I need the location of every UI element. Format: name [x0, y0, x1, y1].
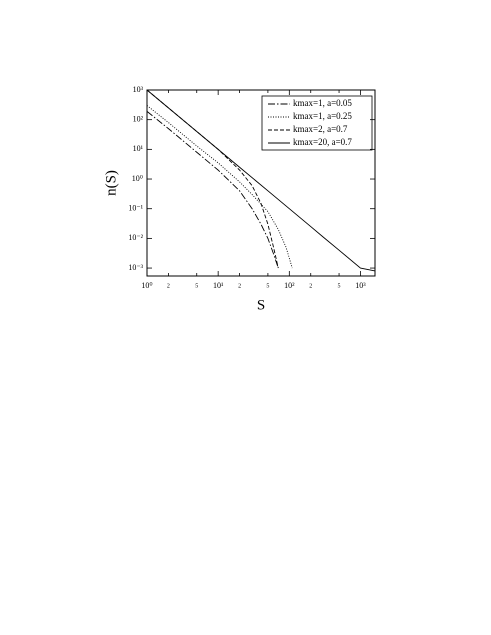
- legend-label: kmax=1, a=0.25: [293, 111, 352, 121]
- y-axis-label: n(S): [103, 170, 119, 196]
- y-tick-label: 10⁻¹: [128, 204, 143, 213]
- series-line: [146, 89, 279, 269]
- legend-label: kmax=2, a=0.7: [293, 124, 348, 134]
- x-tick-label: 10²: [284, 281, 295, 290]
- x-tick-label: 5: [266, 283, 269, 289]
- x-tick-label: 10³: [355, 281, 366, 290]
- x-axis-label: S: [257, 297, 265, 313]
- x-tick-label: 2: [309, 283, 312, 289]
- x-tick-label: 5: [338, 283, 341, 289]
- series-line: [146, 89, 376, 272]
- y-tick-label: 10²: [133, 115, 144, 124]
- legend-box: [261, 95, 373, 151]
- series-line: [146, 105, 293, 269]
- y-tick-label: 10⁰: [132, 174, 143, 183]
- x-tick-label: 2: [238, 283, 241, 289]
- y-tick-label: 10⁻³: [128, 263, 143, 272]
- x-tick-label: 10¹: [213, 281, 224, 290]
- legend-label: kmax=20, a=0.7: [293, 137, 352, 147]
- x-tick-label: 5: [195, 283, 198, 289]
- plot-frame: [146, 89, 376, 277]
- legend-label: kmax=1, a=0.05: [293, 98, 352, 108]
- y-tick-label: 10³: [133, 85, 144, 94]
- series-line: [146, 111, 279, 269]
- x-tick-label: 10⁰: [141, 281, 152, 290]
- y-tick-label: 10¹: [133, 144, 144, 153]
- y-tick-label: 10⁻²: [128, 233, 143, 242]
- x-tick-label: 2: [167, 283, 170, 289]
